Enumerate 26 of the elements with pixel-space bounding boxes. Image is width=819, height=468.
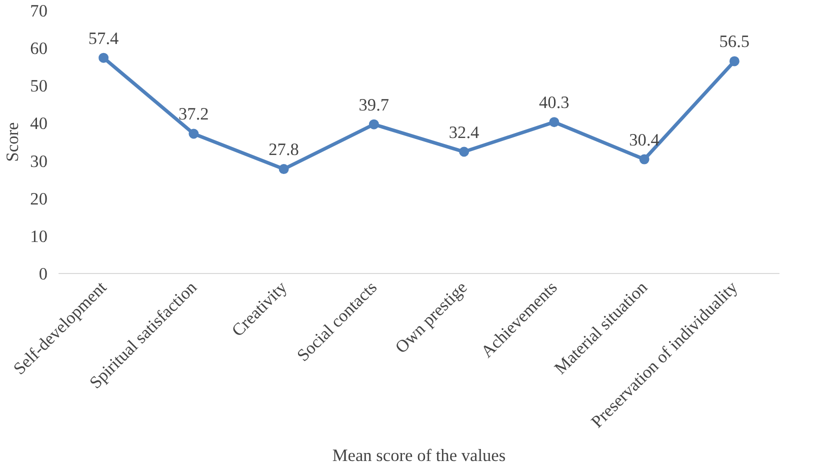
point <box>188 128 199 139</box>
data-label: 56.5 <box>719 32 750 52</box>
point <box>459 146 470 157</box>
y-tick-label: 40 <box>30 114 48 134</box>
x-axis-title: Mean score of the values <box>332 446 506 466</box>
y-tick-label: 50 <box>30 76 48 96</box>
point <box>549 117 560 128</box>
y-tick-label: 10 <box>30 226 48 246</box>
data-label: 30.4 <box>629 130 660 150</box>
y-tick-label: 0 <box>38 264 48 284</box>
data-label: 27.8 <box>268 140 299 160</box>
y-tick-label: 70 <box>30 2 48 20</box>
y-tick-label: 20 <box>30 189 48 208</box>
data-label: 32.4 <box>448 122 480 142</box>
point <box>639 154 650 164</box>
y-tick-label: 60 <box>30 39 48 58</box>
point <box>278 164 289 174</box>
data-label: 37.2 <box>178 104 209 124</box>
data-label: 40.3 <box>539 93 570 112</box>
data-label: 57.4 <box>88 28 120 48</box>
data-label: 39.7 <box>358 95 390 114</box>
point <box>368 119 379 130</box>
y-tick-label: 30 <box>30 152 48 171</box>
point <box>729 56 740 66</box>
y-axis-title: Score <box>3 122 22 162</box>
point <box>98 52 109 63</box>
